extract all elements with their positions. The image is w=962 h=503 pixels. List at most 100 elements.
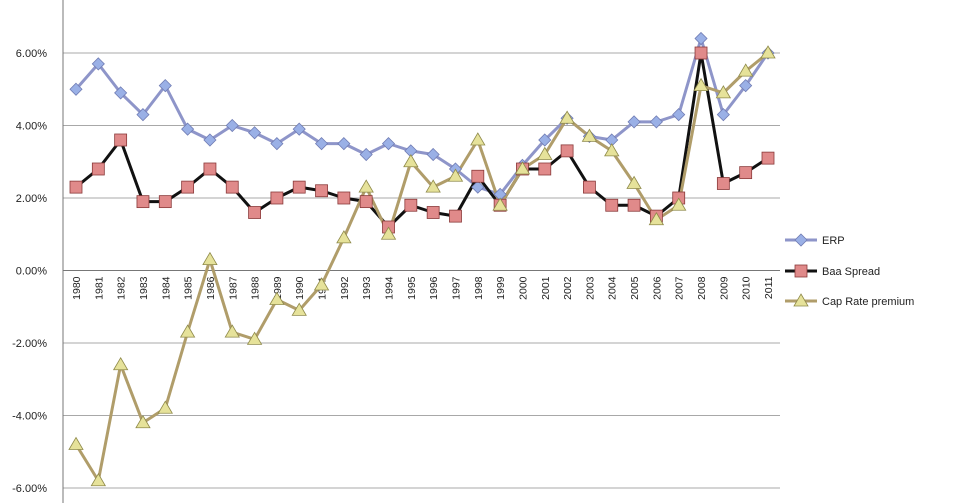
x-tick-label: 2002 xyxy=(562,276,574,300)
y-tick-label: -4.00% xyxy=(12,411,47,423)
x-tick-label: 1981 xyxy=(93,276,105,300)
data-point-erp xyxy=(136,108,150,122)
y-tick-label: 4.00% xyxy=(16,121,47,133)
data-point-baa-spread xyxy=(694,46,708,60)
x-tick-label: 2004 xyxy=(607,276,619,300)
legend-label: Cap Rate premium xyxy=(822,296,914,308)
legend-item-cap-rate-premium: Cap Rate premium xyxy=(785,293,914,308)
data-point-erp xyxy=(426,147,440,162)
x-tick-label: 1980 xyxy=(71,276,83,300)
series-line-baa-spread xyxy=(75,51,769,229)
data-point-cap-rate-premium xyxy=(559,110,575,124)
x-tick-label: 1988 xyxy=(250,276,262,300)
data-point-cap-rate-premium xyxy=(626,175,642,189)
data-point-baa-spread xyxy=(605,198,619,212)
data-point-baa-spread xyxy=(471,169,485,183)
data-point-erp xyxy=(694,31,708,46)
x-tick-label: 1999 xyxy=(495,276,507,300)
data-point-baa-spread xyxy=(158,195,172,209)
x-tick-label: 1984 xyxy=(160,276,172,300)
legend-label: Baa Spread xyxy=(822,266,880,278)
data-point-erp xyxy=(181,122,195,136)
data-point-cap-rate-premium xyxy=(269,291,285,305)
data-point-cap-rate-premium xyxy=(135,414,151,429)
data-point-erp xyxy=(716,108,730,122)
legend-marker-cap-rate-premium xyxy=(793,293,809,307)
data-point-baa-spread xyxy=(583,180,596,194)
data-point-baa-spread xyxy=(426,206,440,219)
y-tick-label: -6.00% xyxy=(12,483,47,495)
legend-item-erp: ERP xyxy=(785,233,845,247)
markers-cap-rate-premium xyxy=(68,45,776,487)
data-point-cap-rate-premium xyxy=(358,179,374,193)
x-tick-label: 1983 xyxy=(138,276,150,300)
x-tick-label: 2008 xyxy=(696,276,708,300)
data-point-cap-rate-premium xyxy=(202,251,218,266)
data-point-cap-rate-premium xyxy=(671,197,687,211)
data-point-cap-rate-premium xyxy=(581,128,598,142)
data-point-baa-spread xyxy=(560,144,574,158)
x-tick-label: 2011 xyxy=(763,276,775,299)
data-point-baa-spread xyxy=(69,180,83,194)
legend-marker-baa-spread xyxy=(794,264,808,278)
data-point-erp xyxy=(359,147,373,162)
x-tick-label: 1994 xyxy=(384,276,396,300)
x-tick-label: 2007 xyxy=(674,276,686,300)
data-point-erp xyxy=(292,122,306,136)
data-point-baa-spread xyxy=(136,195,150,209)
series-line-erp xyxy=(74,37,770,196)
x-tick-label: 2001 xyxy=(540,276,552,300)
legend-label: ERP xyxy=(822,235,845,247)
y-tick-label: 0.00% xyxy=(16,266,47,278)
x-tick-label: 2000 xyxy=(517,276,529,300)
y-axis: 6.00% 4.00% 2.00% 0.00% -2.00% -4.00% -6.00% xyxy=(12,0,64,503)
data-point-cap-rate-premium xyxy=(425,179,441,193)
data-point-erp xyxy=(158,79,172,93)
data-point-erp xyxy=(203,133,217,147)
x-tick-label: 1987 xyxy=(227,276,239,300)
data-point-erp xyxy=(270,137,284,151)
data-point-cap-rate-premium xyxy=(112,356,129,371)
legend-marker-erp xyxy=(794,233,808,247)
y-tick-label: 6.00% xyxy=(16,48,47,60)
data-point-erp xyxy=(91,57,105,71)
legend: ERP Baa Spread Cap Rate premium xyxy=(785,233,914,308)
data-point-erp xyxy=(672,108,686,122)
data-point-baa-spread xyxy=(270,191,284,205)
data-point-baa-spread xyxy=(181,180,195,194)
data-point-baa-spread xyxy=(449,209,462,223)
x-tick-label: 1998 xyxy=(473,276,485,300)
data-point-erp xyxy=(381,137,396,151)
data-point-cap-rate-premium xyxy=(693,77,709,92)
data-point-cap-rate-premium xyxy=(537,146,553,160)
data-point-erp xyxy=(114,86,128,100)
data-point-cap-rate-premium xyxy=(90,472,107,487)
data-point-cap-rate-premium xyxy=(648,211,665,226)
data-point-baa-spread xyxy=(292,180,306,194)
data-point-baa-spread xyxy=(627,198,641,212)
x-tick-label: 1985 xyxy=(183,276,195,300)
x-tick-label: 2010 xyxy=(741,276,753,300)
data-point-baa-spread xyxy=(538,162,552,176)
data-point-baa-spread xyxy=(203,162,217,176)
x-axis: 1980 1981 1982 1983 1984 1985 1986 1987 1988 1989… xyxy=(63,270,780,300)
series-erp xyxy=(74,37,770,196)
data-point-baa-spread xyxy=(114,133,128,147)
data-point-erp xyxy=(248,126,262,140)
x-tick-label: 1986 xyxy=(205,276,217,300)
x-tick-label: 1996 xyxy=(428,276,440,300)
data-point-erp xyxy=(337,137,351,151)
data-point-cap-rate-premium xyxy=(380,226,397,240)
data-point-erp xyxy=(69,82,83,96)
data-point-baa-spread xyxy=(315,184,328,198)
y-tick-label: -2.00% xyxy=(12,338,47,350)
data-point-baa-spread xyxy=(716,177,730,190)
x-tick-label: 1995 xyxy=(406,276,418,300)
data-point-erp xyxy=(225,118,239,133)
data-point-baa-spread xyxy=(739,166,753,180)
data-point-baa-spread xyxy=(337,191,351,205)
data-point-cap-rate-premium xyxy=(224,324,240,338)
data-point-cap-rate-premium xyxy=(403,153,419,168)
data-point-cap-rate-premium xyxy=(246,331,263,345)
data-point-baa-spread xyxy=(404,198,418,212)
